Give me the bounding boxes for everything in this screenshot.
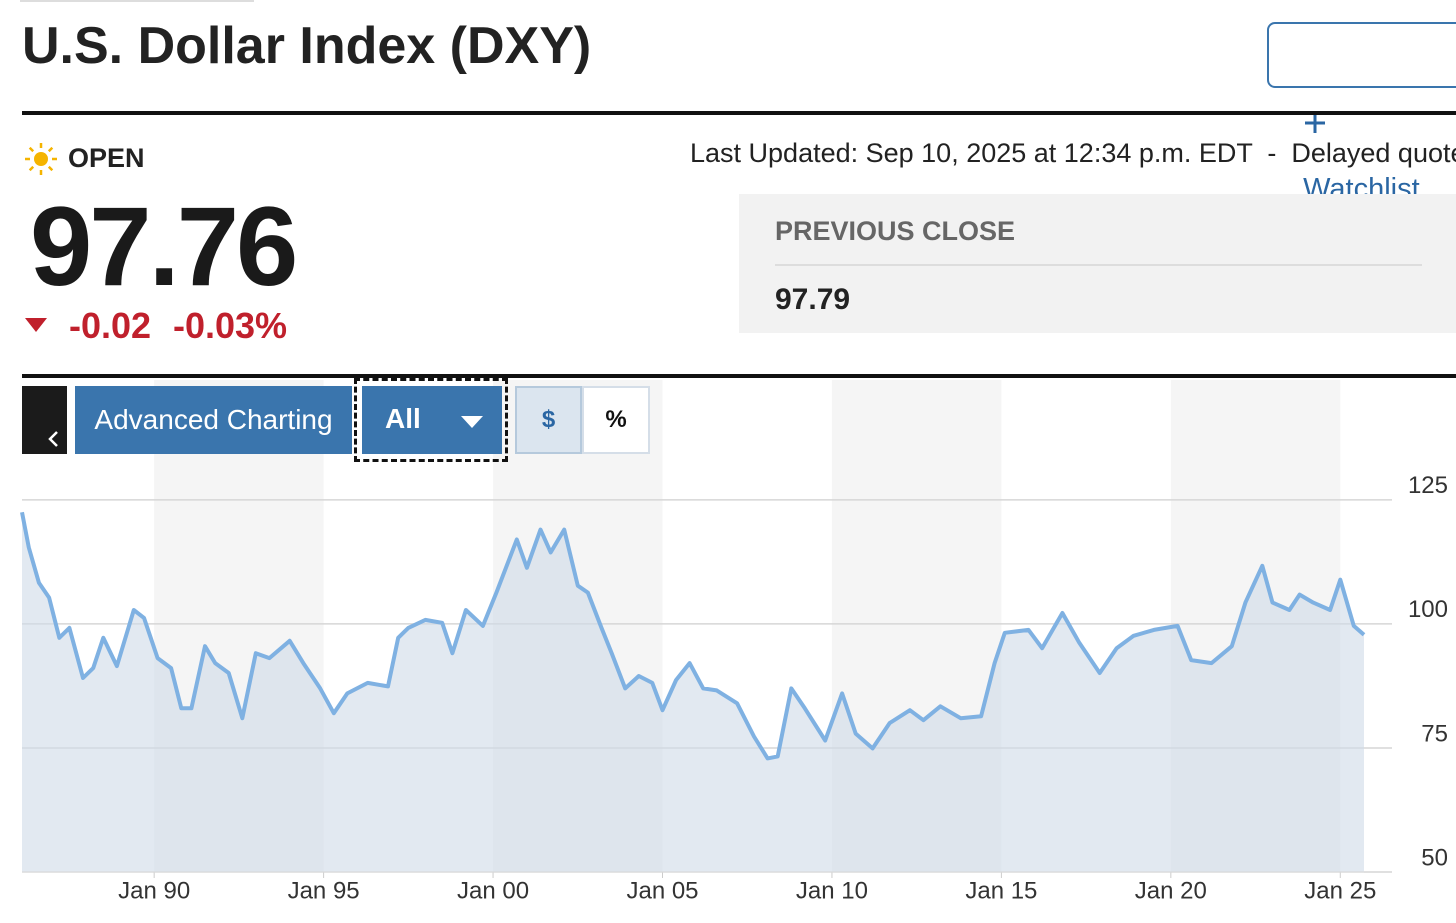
divider (775, 264, 1422, 266)
x-tick-label: Jan 90 (118, 877, 190, 904)
back-button[interactable] (22, 386, 67, 454)
previous-close-label: PREVIOUS CLOSE (775, 216, 1016, 246)
y-tick-label: 125 (1408, 472, 1448, 499)
x-tick-label: Jan 10 (796, 877, 868, 904)
market-status: OPEN (68, 143, 145, 173)
x-tick-label: Jan 95 (288, 877, 360, 904)
price: 97.76 (30, 184, 298, 309)
down-arrow (25, 318, 47, 332)
focus-outline (354, 378, 508, 462)
dropdown-arrow (461, 416, 483, 428)
area-fill (22, 512, 1364, 872)
sun-icon (25, 143, 57, 175)
x-tick-label: Jan 25 (1304, 877, 1376, 904)
x-tick-label: Jan 05 (626, 877, 698, 904)
x-tick-label: Jan 20 (1135, 877, 1207, 904)
price-change: -0.02 (69, 305, 152, 346)
x-tick-label: Jan 00 (457, 877, 529, 904)
x-tick-label: Jan 15 (965, 877, 1037, 904)
header-rule (22, 111, 1456, 115)
chevron-icon (48, 431, 58, 447)
top-rule (20, 0, 254, 2)
dollar-toggle[interactable]: $ (515, 386, 582, 454)
y-tick-label: 50 (1421, 844, 1448, 871)
page-title: U.S. Dollar Index (DXY) (22, 17, 592, 75)
advanced-charting-button[interactable]: Advanced Charting (75, 386, 352, 454)
previous-close-box: PREVIOUS CLOSE 97.79 (739, 194, 1456, 333)
plus-icon (1305, 113, 1326, 133)
price-line (20, 511, 1366, 761)
last-updated: Last Updated: Sep 10, 2025 at 12:34 p.m.… (690, 138, 1456, 168)
y-tick-label: 100 (1408, 596, 1448, 623)
previous-close-value: 97.79 (775, 283, 851, 316)
percent-toggle[interactable]: % (582, 386, 650, 454)
chart-rule (22, 374, 1456, 378)
range-label: All (385, 403, 421, 434)
y-tick-label: 75 (1421, 720, 1448, 747)
price-change-percent: -0.03% (173, 305, 288, 346)
range-dropdown[interactable]: All (362, 386, 502, 454)
